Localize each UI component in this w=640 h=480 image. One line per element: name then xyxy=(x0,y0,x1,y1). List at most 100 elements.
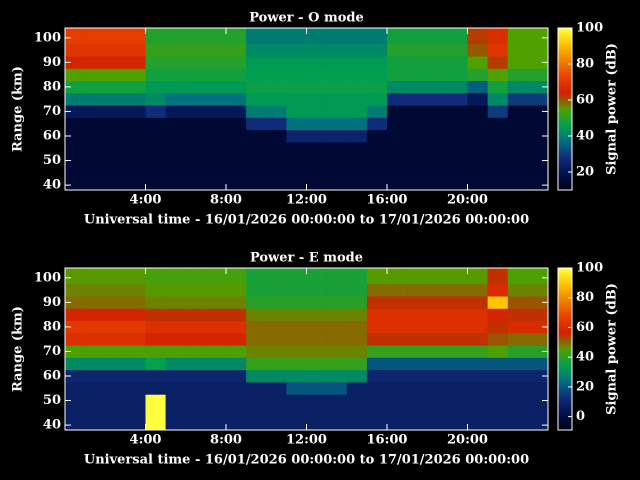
heat-cell xyxy=(145,283,166,297)
heat-cell xyxy=(346,56,368,69)
heat-cell xyxy=(266,406,287,420)
heat-cell xyxy=(306,68,327,82)
colorbar-swatch xyxy=(558,183,572,187)
colorbar-swatch xyxy=(558,278,572,281)
heat-cell xyxy=(185,117,207,131)
heat-cell xyxy=(447,357,468,371)
heat-cell xyxy=(487,68,509,82)
heat-cell xyxy=(527,56,549,69)
heat-cell xyxy=(346,68,368,82)
colorbar-swatch xyxy=(558,395,572,398)
heat-cell xyxy=(407,369,428,383)
heat-cell xyxy=(246,43,267,57)
heat-cell xyxy=(366,117,388,131)
colorbar-swatch xyxy=(558,139,572,142)
heat-cell xyxy=(467,129,488,143)
colorbar-swatch xyxy=(558,391,572,394)
heat-cell xyxy=(467,333,488,346)
heat-cell xyxy=(306,43,327,57)
colorbar-swatch xyxy=(558,298,572,301)
colorbar-swatch xyxy=(558,318,572,322)
heat-cell xyxy=(507,394,529,407)
heat-cell xyxy=(447,43,468,57)
heat-cell xyxy=(427,93,448,106)
heat-cell xyxy=(266,320,287,334)
heat-cell xyxy=(346,357,368,371)
heat-cell xyxy=(507,369,529,383)
heat-cell xyxy=(226,333,247,346)
heat-cell xyxy=(407,93,428,106)
colorbar-swatch xyxy=(558,137,572,140)
heat-cell xyxy=(447,418,468,431)
colorbar-swatch xyxy=(558,169,572,173)
heat-cell xyxy=(407,142,428,155)
heat-cell xyxy=(226,320,247,334)
heat-cell xyxy=(266,154,287,167)
heat-cell xyxy=(387,418,408,431)
heat-cell xyxy=(246,117,267,131)
heat-cell xyxy=(306,296,327,309)
heat-cell xyxy=(346,394,368,407)
heat-cell xyxy=(447,268,468,285)
heat-cell xyxy=(507,166,529,180)
colorbar-swatch xyxy=(558,94,572,98)
heat-cell xyxy=(125,308,146,322)
heat-cell xyxy=(527,129,549,143)
heat-cell xyxy=(165,142,187,155)
heat-cell xyxy=(487,28,509,45)
heat-cell xyxy=(527,80,549,94)
heat-cell xyxy=(427,320,448,334)
colorbar-swatch xyxy=(558,125,572,128)
heat-cell xyxy=(447,93,468,106)
heat-cell xyxy=(85,268,106,285)
heat-cell xyxy=(226,382,247,395)
heat-cell xyxy=(407,28,428,45)
heat-cell xyxy=(125,43,146,57)
heat-cell xyxy=(105,43,126,57)
heat-cell xyxy=(527,418,549,431)
heat-cell xyxy=(387,283,408,297)
heat-cell xyxy=(527,28,549,45)
heat-cell xyxy=(366,178,388,191)
heat-cell xyxy=(185,369,207,383)
heat-cell xyxy=(286,357,307,371)
heat-cell xyxy=(125,56,146,69)
heat-cell xyxy=(165,80,187,94)
heat-cell xyxy=(527,283,549,297)
heat-cell xyxy=(407,117,428,131)
heat-cell xyxy=(205,333,227,346)
x-tick-label: 20:00 xyxy=(447,433,488,448)
colorbar-swatch xyxy=(558,411,572,415)
heat-cell xyxy=(527,68,549,82)
heat-cell xyxy=(125,68,146,82)
colorbar-swatch xyxy=(558,143,572,146)
heat-cell xyxy=(447,80,468,94)
colorbar-swatch xyxy=(558,129,572,132)
heat-cell xyxy=(145,28,166,45)
heat-cell xyxy=(105,129,126,143)
heat-cell xyxy=(306,166,327,180)
heat-cell xyxy=(125,268,146,285)
heat-cell xyxy=(145,308,166,322)
heat-cell xyxy=(286,154,307,167)
heat-cell xyxy=(366,129,388,143)
heat-cell xyxy=(447,296,468,309)
heat-cell xyxy=(105,308,126,322)
heat-cell xyxy=(487,283,509,297)
heat-cell xyxy=(185,283,207,297)
heat-cell xyxy=(447,394,468,407)
heat-cell xyxy=(205,142,227,155)
heat-cell xyxy=(145,406,166,420)
heat-cell xyxy=(447,308,468,322)
heat-cell xyxy=(65,178,86,191)
heat-cell xyxy=(407,394,428,407)
heat-cell xyxy=(387,129,408,143)
heat-cell xyxy=(105,345,126,358)
heat-cell xyxy=(326,394,348,407)
heat-cell xyxy=(286,406,307,420)
heat-cell xyxy=(346,283,368,297)
colorbar-swatch xyxy=(558,290,572,293)
heat-cell xyxy=(286,80,307,94)
heat-cell xyxy=(487,320,509,334)
heat-cell xyxy=(145,129,166,143)
